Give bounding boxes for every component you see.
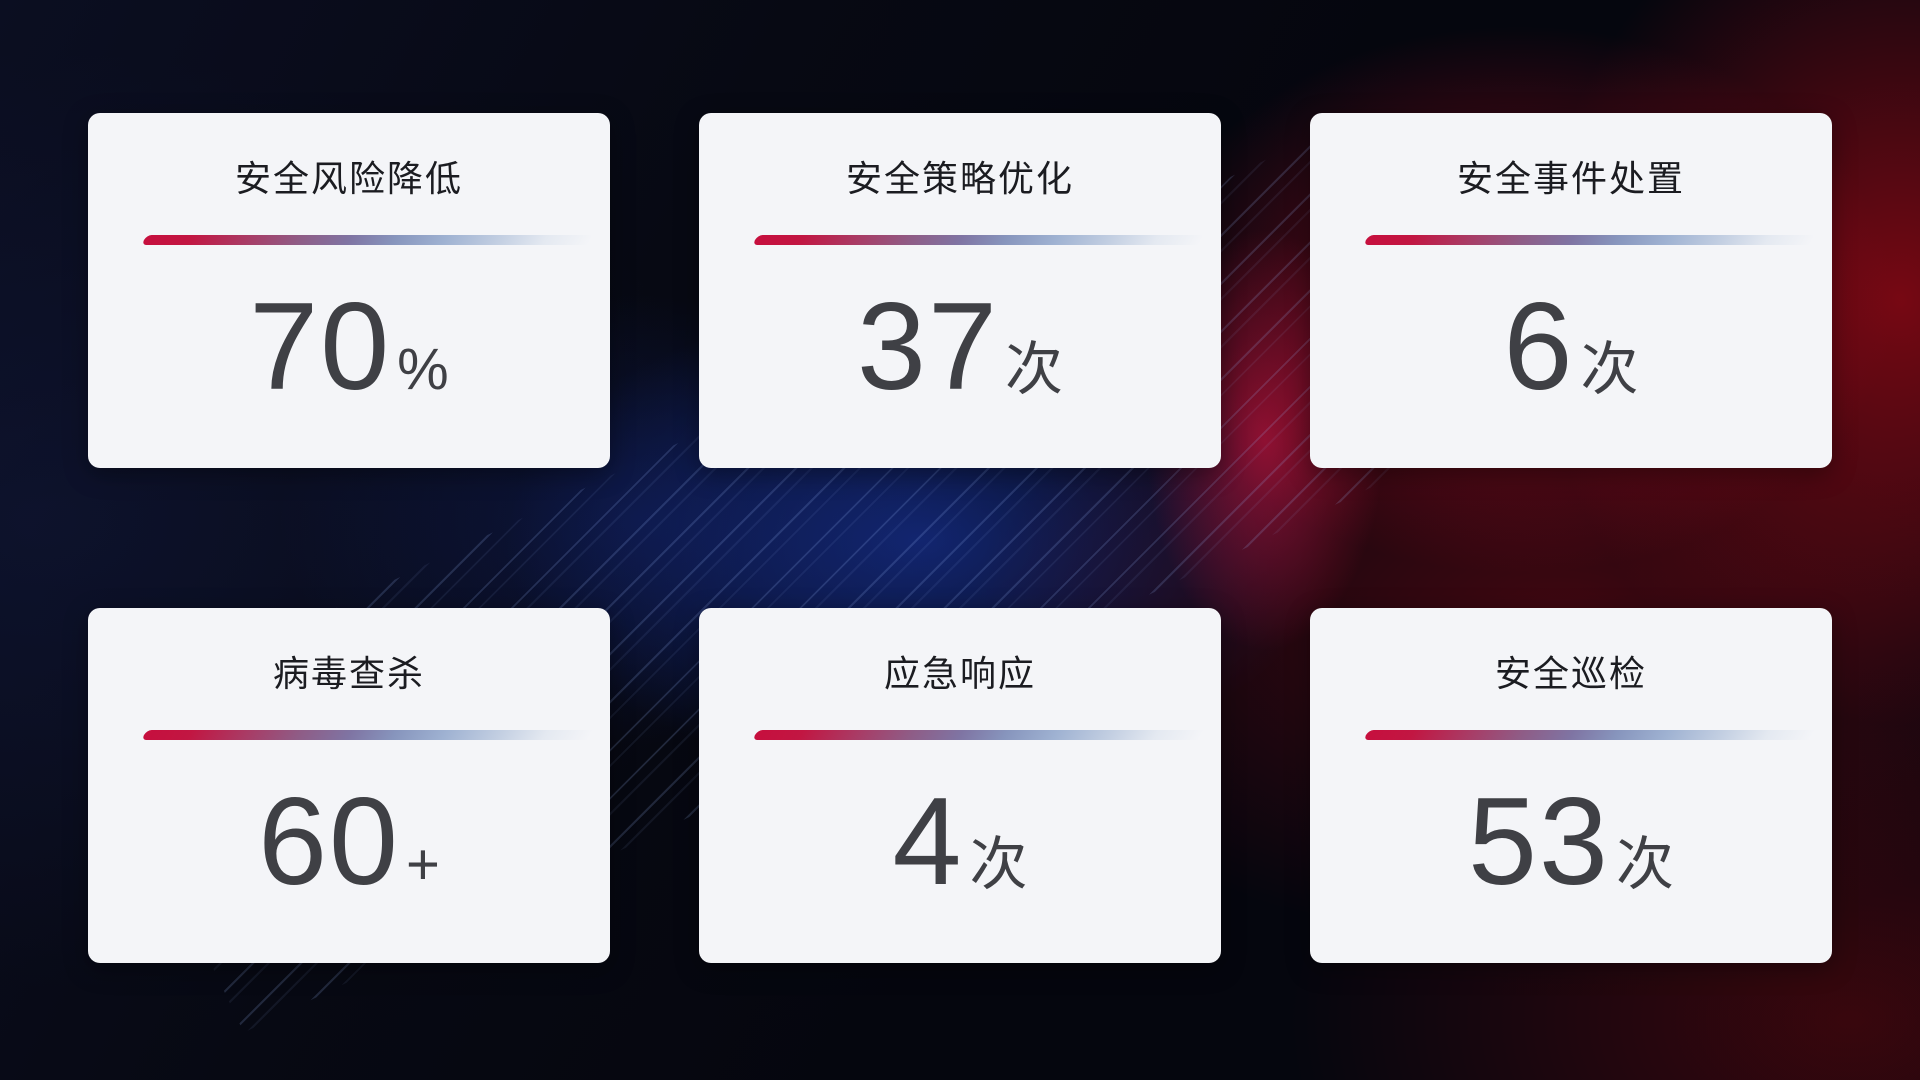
stat-value: 4 [892,773,964,911]
stat-value-row: 70 % [249,285,449,409]
stat-card-security-incident-handling: 安全事件处置 6 次 [1310,113,1832,468]
stat-value-suffix: 次 [1580,337,1639,402]
stat-value: 6 [1503,278,1575,416]
stat-value: 60 [258,773,401,911]
accent-divider [1363,235,1825,245]
accent-divider [141,730,603,740]
stat-value-suffix: + [406,832,440,897]
stat-card-grid: 安全风险降低 70 % 安全策略优化 37 次 安全事件处置 6 次 病毒查 [88,113,1832,963]
stat-card-title: 安全风险降低 [234,158,463,199]
stat-value-row: 4 次 [893,780,1028,904]
stat-card-security-inspection: 安全巡检 53 次 [1310,608,1832,963]
stat-value-row: 37 次 [857,285,1063,409]
stat-value: 37 [857,278,999,416]
stat-card-virus-scan: 病毒查杀 60 + [88,608,610,963]
accent-divider [752,730,1214,740]
stat-card-security-policy-optimization: 安全策略优化 37 次 [699,113,1221,468]
stat-card-title: 安全事件处置 [1456,158,1685,199]
stat-card-emergency-response: 应急响应 4 次 [699,608,1221,963]
stat-card-security-risk-reduction: 安全风险降低 70 % [88,113,610,468]
stat-card-title: 安全策略优化 [845,158,1074,199]
accent-divider [141,235,603,245]
stat-value-row: 6 次 [1504,285,1639,409]
stat-value-suffix: 次 [1004,337,1063,402]
stat-card-title: 安全巡检 [1494,653,1647,694]
stat-value: 70 [249,278,392,416]
stat-value-suffix: 次 [969,832,1028,897]
stat-card-title: 病毒查杀 [272,653,425,694]
stat-card-title: 应急响应 [883,653,1036,694]
accent-divider [1363,730,1825,740]
stat-value-row: 60 + [258,780,440,904]
stat-value: 53 [1468,773,1610,911]
stat-value-suffix: 次 [1615,832,1674,897]
stat-value-suffix: % [397,337,449,402]
accent-divider [752,235,1214,245]
stat-value-row: 53 次 [1468,780,1674,904]
